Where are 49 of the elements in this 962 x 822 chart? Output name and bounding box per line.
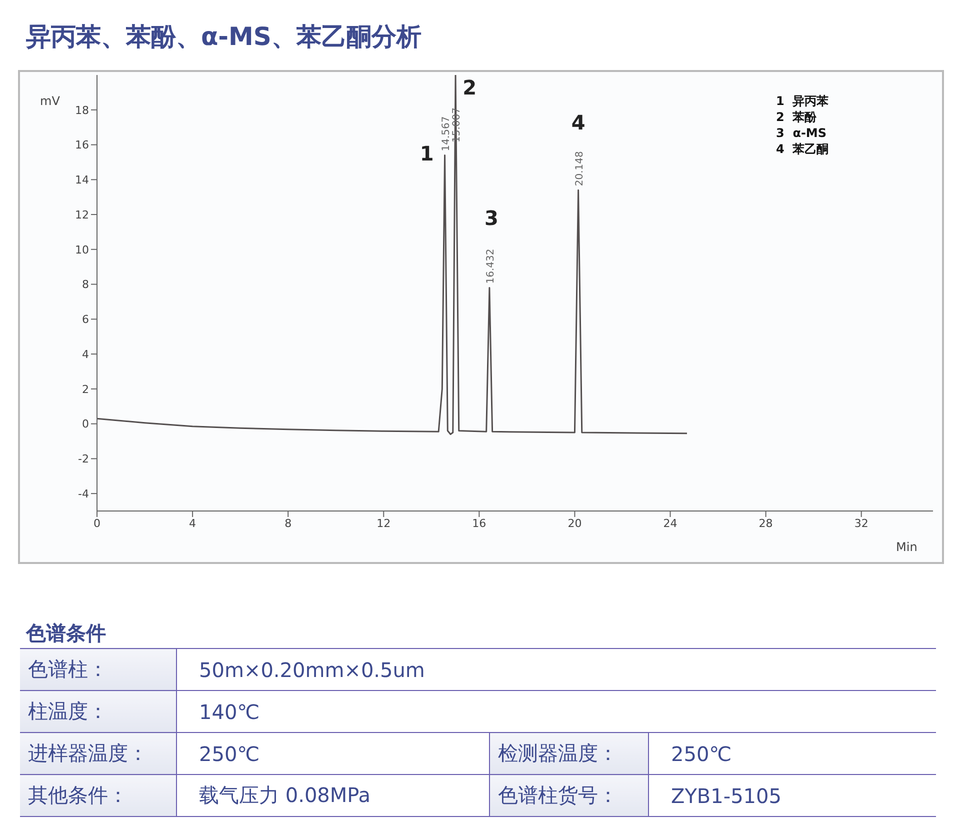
- annotation: 1 异丙苯: [776, 93, 829, 109]
- x-axis-title: Min: [896, 540, 918, 554]
- annotation: 3: [484, 206, 498, 230]
- y-tick-label: 18: [75, 104, 89, 117]
- x-tick-label: 32: [854, 516, 868, 530]
- text: 140℃: [176, 690, 936, 732]
- x-tick-label: 0: [94, 516, 100, 530]
- annotation: 4: [571, 110, 586, 135]
- y-tick-label: 8: [82, 278, 89, 292]
- x-tick-label: 24: [663, 516, 678, 530]
- y-tick-label: 0: [82, 418, 89, 431]
- text: 检测器温度：: [490, 732, 648, 774]
- x-tick-label: 28: [758, 516, 773, 530]
- y-tick-label: 16: [75, 138, 89, 152]
- annotation: 2: [462, 75, 476, 100]
- y-tick-label: 12: [75, 208, 89, 222]
- x-tick-label: 20: [568, 516, 582, 530]
- y-tick-label: 14: [75, 174, 89, 187]
- y-tick-label: 4: [82, 348, 89, 361]
- text: 250℃: [648, 732, 936, 774]
- text: 载气压力 0.08MPa: [176, 774, 490, 816]
- annotation: 3 α-MS: [776, 125, 828, 141]
- x-tick-label: 16: [472, 516, 486, 530]
- text: 色谱柱货号：: [490, 774, 648, 816]
- text: 其他条件：: [20, 774, 176, 816]
- annotation: 16.432: [485, 248, 496, 284]
- y-tick-label: 10: [75, 243, 89, 256]
- x-tick-label: 12: [376, 516, 391, 530]
- y-axis-title: mV: [40, 94, 60, 108]
- text: 250℃: [176, 732, 490, 774]
- text: 进样器温度：: [20, 732, 176, 774]
- text: 色谱条件: [26, 620, 106, 647]
- x-tick-label: 8: [284, 516, 292, 530]
- y-tick-label: -2: [78, 452, 89, 466]
- y-tick-label: 2: [82, 382, 89, 396]
- chart-title: 异丙苯、苯酚、α-MS、苯乙酮分析: [26, 21, 422, 53]
- text: ZYB1-5105: [648, 774, 936, 816]
- y-tick-label: 6: [82, 313, 89, 326]
- text: 色谱柱：: [20, 648, 176, 690]
- annotation: 14.567: [440, 116, 452, 152]
- text: 柱温度：: [20, 690, 176, 732]
- annotation: 20.148: [574, 151, 586, 186]
- annotation: 1: [420, 142, 434, 166]
- x-tick-label: 4: [189, 516, 196, 530]
- annotation: 4 苯乙酮: [776, 141, 829, 157]
- text: 50m×0.20mm×0.5um: [176, 648, 936, 690]
- y-tick-label: -4: [78, 487, 89, 500]
- line-series: [97, 75, 688, 436]
- annotation: 2 苯酚: [776, 109, 818, 125]
